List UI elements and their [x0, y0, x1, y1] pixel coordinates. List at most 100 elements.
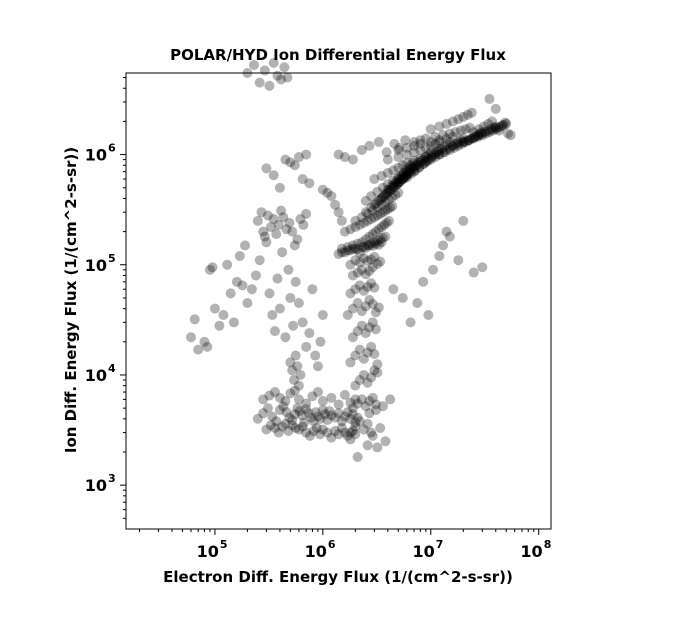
data-point: [326, 392, 337, 403]
data-point: [356, 306, 367, 317]
data-point: [434, 144, 445, 155]
data-point: [326, 410, 337, 421]
data-point: [193, 344, 204, 355]
data-point: [287, 415, 298, 426]
data-point: [393, 187, 404, 198]
data-point: [298, 219, 309, 230]
data-point: [415, 153, 426, 164]
data-point: [401, 170, 412, 181]
data-point: [441, 133, 452, 144]
data-point: [345, 288, 356, 299]
data-point: [442, 139, 453, 150]
data-point: [274, 182, 285, 193]
data-point: [401, 168, 412, 179]
data-point: [271, 416, 282, 427]
data-point: [264, 390, 275, 401]
data-point: [420, 152, 431, 163]
data-point: [463, 135, 474, 146]
data-point: [447, 131, 458, 142]
data-point: [415, 157, 426, 168]
data-point: [285, 157, 296, 168]
data-point: [372, 367, 383, 378]
data-point: [426, 152, 437, 163]
data-point: [304, 328, 315, 339]
data-point: [490, 124, 501, 135]
data-point: [434, 251, 445, 262]
data-point: [483, 118, 494, 129]
data-point: [292, 403, 303, 414]
data-point: [393, 152, 404, 163]
data-point: [370, 198, 381, 209]
data-point: [415, 145, 426, 156]
data-point: [487, 116, 498, 127]
data-point: [382, 179, 393, 190]
data-point: [336, 243, 347, 254]
data-point: [439, 147, 450, 158]
data-point: [254, 255, 265, 266]
data-point: [269, 326, 280, 337]
data-point: [380, 231, 391, 242]
data-point: [352, 326, 363, 337]
x-axis-ticks: 10 5 10 6 10 7 10 8: [138, 529, 551, 561]
data-point: [297, 174, 308, 185]
data-point: [423, 153, 434, 164]
data-point: [292, 234, 303, 245]
data-point: [418, 276, 429, 287]
data-point: [403, 162, 414, 173]
data-point: [360, 234, 371, 245]
data-point: [490, 103, 501, 114]
data-point: [372, 210, 383, 221]
data-point: [370, 399, 381, 410]
x-tick-label: 10: [520, 542, 542, 561]
data-point: [497, 120, 508, 131]
data-point: [347, 403, 358, 414]
data-point: [412, 157, 423, 168]
data-point: [395, 174, 406, 185]
data-point: [414, 162, 425, 173]
data-point: [345, 397, 356, 408]
data-point: [322, 187, 333, 198]
data-point: [369, 251, 380, 262]
data-point: [412, 160, 423, 171]
data-point: [240, 240, 251, 251]
data-point: [360, 269, 371, 280]
data-point: [237, 280, 248, 291]
data-point: [347, 240, 358, 251]
data-point: [401, 149, 412, 160]
data-point: [444, 231, 455, 242]
data-point: [391, 177, 402, 188]
data-point: [339, 247, 350, 258]
data-point: [380, 188, 391, 199]
data-point: [372, 258, 383, 269]
data-point: [393, 178, 404, 189]
data-point: [367, 241, 378, 252]
data-point: [342, 430, 353, 441]
data-point: [480, 127, 491, 138]
data-point: [362, 418, 373, 429]
data-point: [415, 135, 426, 146]
data-point: [420, 157, 431, 168]
data-point: [364, 408, 375, 419]
data-point: [306, 412, 317, 423]
data-point: [458, 137, 469, 148]
data-point: [453, 255, 464, 266]
data-point: [358, 285, 369, 296]
data-point: [375, 208, 386, 219]
data-point: [428, 264, 439, 275]
data-point: [453, 137, 464, 148]
data-point: [336, 423, 347, 434]
data-point: [496, 121, 507, 132]
data-point: [407, 162, 418, 173]
data-point: [458, 133, 469, 144]
data-point: [385, 202, 396, 213]
data-point: [438, 130, 449, 141]
data-point: [317, 310, 328, 321]
data-point: [373, 302, 384, 313]
data-point: [474, 128, 485, 139]
data-point: [293, 152, 304, 163]
data-point: [259, 65, 270, 76]
data-point: [425, 137, 436, 148]
data-point: [268, 57, 279, 68]
data-point: [401, 142, 412, 153]
data-point: [358, 241, 369, 252]
